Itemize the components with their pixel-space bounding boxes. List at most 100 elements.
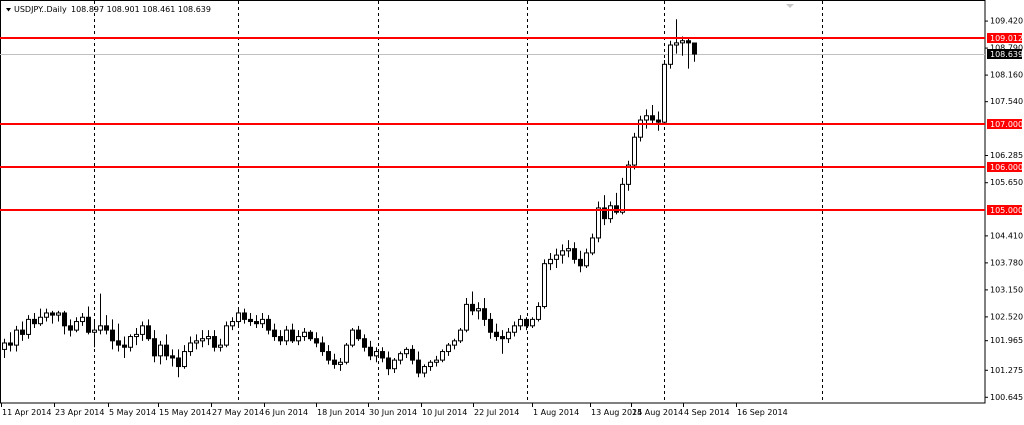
level-tag-1 xyxy=(987,119,1022,129)
candle-body xyxy=(248,318,253,323)
plot-frame xyxy=(0,0,986,404)
candle-body xyxy=(242,312,247,320)
candle-body xyxy=(512,325,517,333)
candle-body xyxy=(596,207,601,239)
symbol-label: USDJPY..Daily xyxy=(14,5,67,14)
candle-body xyxy=(458,329,463,342)
candle-body xyxy=(620,183,625,213)
candle-body xyxy=(200,338,205,342)
candle-body xyxy=(470,303,475,312)
x-tick-label: 10 Jul 2014 xyxy=(422,408,467,417)
candle-body xyxy=(56,312,61,316)
candle-body xyxy=(590,237,595,254)
candle-body xyxy=(260,318,265,325)
x-tick-label: 4 Sep 2014 xyxy=(684,408,730,417)
candle-body xyxy=(188,342,193,353)
dropdown-arrow-icon[interactable] xyxy=(6,8,11,12)
candle-body xyxy=(146,325,151,340)
candle-body xyxy=(374,351,379,357)
candle-body xyxy=(176,357,181,368)
candle-body xyxy=(632,136,637,166)
candle-body xyxy=(8,342,13,346)
candle-body xyxy=(128,336,133,348)
candle-body xyxy=(158,344,163,357)
candle-body xyxy=(554,254,559,260)
candle-body xyxy=(656,119,661,123)
x-tick-label: 25 Aug 2014 xyxy=(632,408,683,417)
axis-layer: 100.645 101.275 101.965 102.520 103.150 103.7… xyxy=(1,17,1023,417)
chart-shift-marker-icon[interactable] xyxy=(786,4,794,8)
candle-body xyxy=(80,316,85,323)
x-tick-label: 23 Apr 2014 xyxy=(55,408,104,417)
y-tick-label: 101.275 xyxy=(990,366,1023,375)
candle-body xyxy=(338,361,343,365)
candle-body xyxy=(572,248,577,260)
candle-body xyxy=(416,359,421,374)
candle-body xyxy=(272,329,277,338)
candle-body xyxy=(404,348,409,355)
y-tick-label: 104.410 xyxy=(990,231,1023,240)
candle-body xyxy=(644,115,649,121)
level-tag-label: 109.012 xyxy=(990,34,1023,43)
candle-body xyxy=(236,312,241,323)
candle-body xyxy=(680,40,685,44)
candle-body xyxy=(476,308,481,312)
candle-body xyxy=(368,346,373,357)
x-tick-label: 18 Jun 2014 xyxy=(317,408,365,417)
candle-body xyxy=(134,333,139,338)
candle-body xyxy=(278,336,283,342)
candle-body xyxy=(356,329,361,340)
candle-body xyxy=(608,205,613,220)
candle-body xyxy=(422,366,427,374)
candle-body xyxy=(152,338,157,357)
candle-body xyxy=(434,359,439,363)
y-tick-label: 103.780 xyxy=(990,258,1023,267)
candle-body xyxy=(50,312,55,316)
candle-body xyxy=(386,357,391,370)
candle-body xyxy=(440,351,445,361)
y-tick-label: 109.420 xyxy=(990,17,1023,26)
candle-body xyxy=(32,318,37,325)
candle-body xyxy=(92,329,97,333)
level-tag-label: 107.000 xyxy=(990,120,1023,129)
candle-body xyxy=(578,258,583,267)
y-tick-label: 102.520 xyxy=(990,312,1023,321)
candle-body xyxy=(290,329,295,342)
candle-body xyxy=(650,115,655,121)
candle-body xyxy=(122,344,127,348)
candle-body xyxy=(320,342,325,353)
grid-layer xyxy=(0,0,986,404)
candle-body xyxy=(14,329,19,346)
candle-body xyxy=(20,329,25,335)
candle-body xyxy=(308,331,313,340)
candle-body xyxy=(530,318,535,327)
candle-body xyxy=(410,348,415,361)
level-tag-3 xyxy=(987,205,1022,215)
candle-body xyxy=(38,316,43,325)
candle-body xyxy=(536,306,541,320)
candle-body xyxy=(314,338,319,344)
x-tick-label: 15 May 2014 xyxy=(159,408,211,417)
x-tick-label: 22 Jul 2014 xyxy=(474,408,519,417)
candle-body xyxy=(500,336,505,340)
candle-body xyxy=(524,318,529,327)
candle-body xyxy=(2,342,7,350)
level-tag-label: 106.000 xyxy=(990,163,1023,172)
candle-body xyxy=(674,42,679,46)
candle-body xyxy=(494,331,499,338)
candle-body xyxy=(518,318,523,327)
candle-body xyxy=(62,312,67,327)
candle-body xyxy=(380,351,385,359)
candle-body xyxy=(584,252,589,267)
candle-body xyxy=(254,321,259,325)
candle-body xyxy=(194,340,199,344)
candle-body xyxy=(326,351,331,361)
candle-body xyxy=(542,263,547,308)
level-tag-0 xyxy=(987,33,1022,43)
candle-body xyxy=(452,340,457,346)
candle-body xyxy=(170,355,175,359)
candle-body xyxy=(284,329,289,342)
candle-body xyxy=(302,331,307,338)
